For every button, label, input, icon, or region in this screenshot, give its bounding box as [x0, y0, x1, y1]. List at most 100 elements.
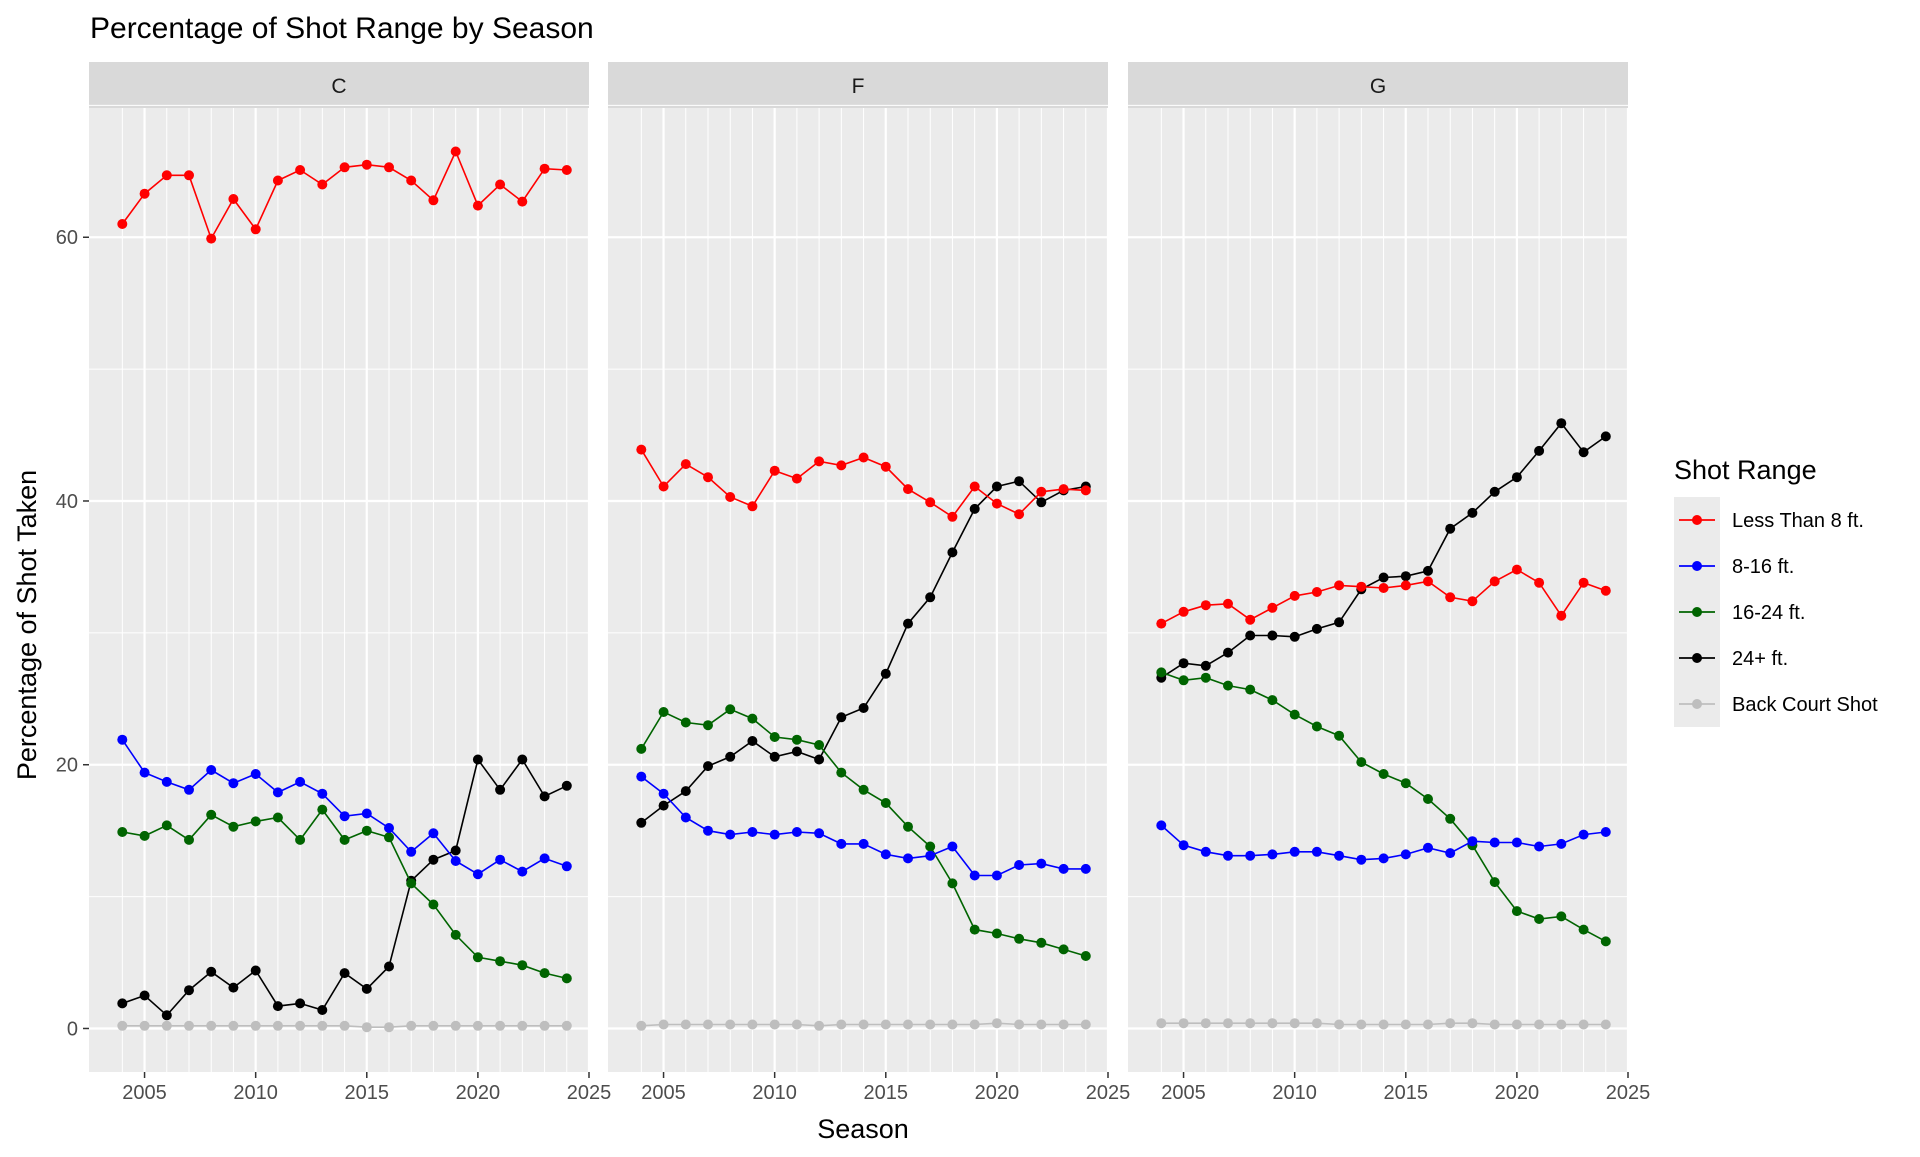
- data-point: [139, 990, 150, 1001]
- data-point: [1080, 863, 1091, 874]
- data-point: [539, 163, 550, 174]
- data-point: [1578, 924, 1589, 935]
- data-point: [206, 765, 217, 775]
- series-less-than-8-ft: [636, 444, 1091, 522]
- data-point: [925, 850, 936, 861]
- data-point: [1423, 1019, 1433, 1030]
- data-point: [384, 961, 394, 972]
- data-point: [1080, 485, 1091, 496]
- data-point: [1289, 709, 1300, 720]
- data-point: [636, 444, 647, 455]
- data-point: [1511, 564, 1522, 575]
- legend-item-16-24-ft: 16-24 ft.: [1674, 589, 1805, 635]
- data-point: [947, 841, 958, 852]
- data-point: [495, 179, 506, 190]
- data-point: [1289, 1018, 1300, 1029]
- data-point: [117, 734, 128, 745]
- series-8-16-ft: [636, 771, 1091, 881]
- y-tick-label: 40: [56, 491, 78, 513]
- data-point: [1223, 598, 1233, 609]
- x-axis-label: Season: [817, 1114, 909, 1144]
- data-point: [903, 821, 913, 832]
- data-point: [925, 1019, 936, 1030]
- data-point: [791, 734, 802, 745]
- data-point: [791, 473, 802, 484]
- data-point: [1400, 1019, 1411, 1030]
- data-point: [991, 870, 1002, 881]
- data-point: [1289, 631, 1300, 642]
- data-point: [1445, 813, 1456, 824]
- data-point: [206, 233, 217, 244]
- y-tick-label: 20: [56, 755, 78, 777]
- data-point: [1200, 1018, 1211, 1029]
- data-point: [969, 924, 980, 935]
- data-point: [161, 1010, 172, 1021]
- data-point: [495, 854, 506, 865]
- x-tick-label: 2015: [345, 1082, 390, 1104]
- data-point: [703, 472, 713, 483]
- data-point: [206, 809, 217, 820]
- legend-key-point: [1692, 515, 1702, 525]
- data-point: [295, 165, 306, 175]
- data-point: [184, 985, 194, 996]
- data-point: [117, 219, 128, 229]
- data-point: [450, 856, 461, 866]
- data-point: [814, 754, 825, 765]
- data-point: [1445, 523, 1456, 534]
- data-point: [1511, 1019, 1522, 1030]
- data-point: [228, 1020, 239, 1031]
- data-point: [747, 501, 758, 512]
- data-point: [517, 960, 528, 971]
- data-point: [658, 788, 669, 799]
- data-point: [747, 736, 758, 746]
- data-point: [1423, 794, 1433, 804]
- data-point: [1058, 863, 1069, 874]
- data-point: [472, 952, 483, 963]
- legend-label: Less Than 8 ft.: [1732, 510, 1864, 532]
- data-point: [991, 1018, 1002, 1029]
- data-point: [969, 481, 980, 492]
- data-point: [272, 812, 283, 823]
- data-point: [903, 484, 913, 495]
- data-point: [858, 784, 869, 795]
- y-axis-label: Percentage of Shot Taken: [12, 470, 42, 780]
- data-point: [1058, 484, 1069, 495]
- data-point: [1156, 1018, 1167, 1029]
- data-point: [1556, 610, 1567, 621]
- data-point: [1600, 431, 1611, 442]
- data-point: [317, 804, 328, 815]
- facet-strip: [608, 62, 1108, 108]
- series-24plus-ft: [117, 754, 572, 1021]
- x-tick-label: 2010: [233, 1082, 278, 1104]
- data-point: [428, 195, 439, 206]
- data-point: [836, 712, 847, 723]
- legend-item-back-court-shot: Back Court Shot: [1674, 681, 1878, 727]
- series-16-24-ft: [1156, 667, 1611, 947]
- chart-title: Percentage of Shot Range by Season: [90, 12, 594, 45]
- data-point: [450, 146, 461, 157]
- data-point: [1423, 842, 1433, 853]
- grid-lines: [89, 104, 591, 1072]
- y-tick-label: 60: [56, 227, 78, 249]
- data-point: [1178, 658, 1189, 669]
- data-point: [1036, 1019, 1047, 1030]
- data-point: [1200, 672, 1211, 683]
- data-point: [1267, 695, 1278, 706]
- data-point: [428, 828, 439, 839]
- series-24plus-ft: [1156, 418, 1611, 683]
- data-point: [1014, 860, 1025, 870]
- data-point: [184, 170, 194, 181]
- data-point: [1534, 914, 1545, 924]
- data-point: [539, 968, 550, 979]
- x-tick-label: 2005: [1161, 1082, 1206, 1104]
- data-point: [725, 492, 736, 502]
- data-point: [472, 200, 483, 211]
- legend-title: Shot Range: [1674, 455, 1817, 485]
- data-point: [428, 899, 439, 910]
- data-point: [1267, 1018, 1278, 1029]
- grid-lines: [608, 104, 1110, 1072]
- data-point: [384, 832, 394, 843]
- x-tick-label: 2025: [1606, 1082, 1651, 1104]
- data-point: [1036, 497, 1047, 508]
